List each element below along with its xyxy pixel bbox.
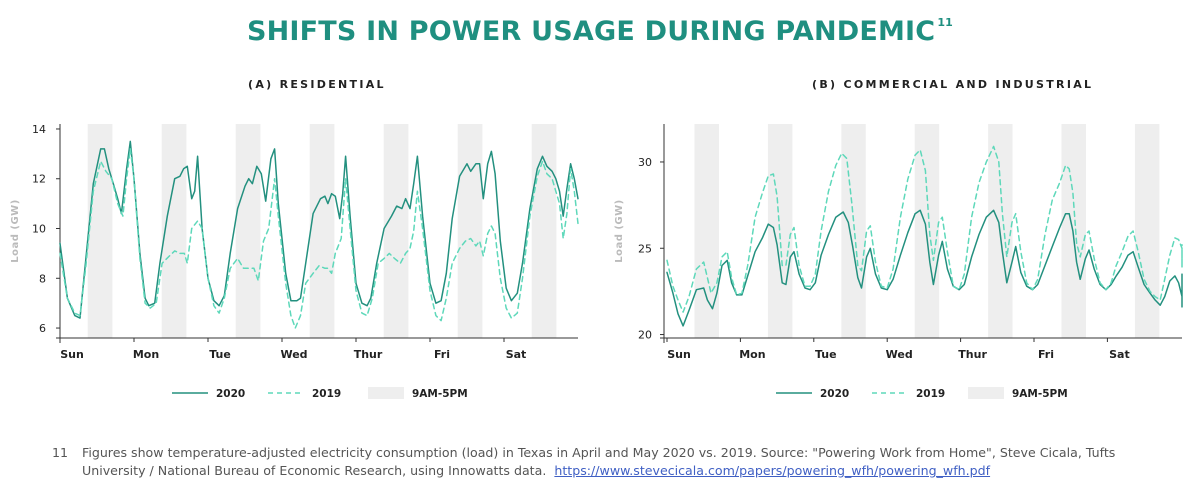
y-tick-label: 10 [32, 223, 46, 236]
legend-swatch-shade [968, 387, 1004, 399]
series-line-2019 [666, 145, 1183, 313]
x-tick-label-sat: Sat [506, 348, 527, 361]
x-tick-label-tue: Tue [209, 348, 231, 361]
panel-title-commercial: (B) COMMERCIAL AND INDUSTRIAL [812, 78, 1094, 91]
y-tick-label: 20 [638, 329, 652, 342]
shade-band-0 [694, 124, 719, 338]
y-axis-label: Load (GW) [614, 199, 625, 263]
shade-band-6 [1134, 124, 1160, 338]
x-tick-label-thur: Thur [958, 348, 987, 361]
title-footnote-marker: 11 [937, 16, 954, 29]
y-tick-label: 12 [32, 173, 46, 186]
x-tick-label-fri: Fri [1038, 348, 1054, 361]
y-tick-label: 14 [32, 123, 46, 136]
legend-swatch-shade [368, 387, 404, 399]
shade-band-3 [309, 124, 335, 338]
page-title: SHIFTS IN POWER USAGE DURING PANDEMIC 11 [0, 16, 1200, 47]
legend-label-dashed: 2019 [312, 388, 341, 400]
shade-band-1 [767, 124, 793, 338]
footnote-number: 11 [52, 445, 69, 460]
page-title-text: SHIFTS IN POWER USAGE DURING PANDEMIC [246, 16, 936, 47]
x-tick-label-wed: Wed [886, 348, 913, 361]
legend-label-solid: 2020 [216, 388, 245, 400]
footnote-body: Figures show temperature-adjusted electr… [82, 444, 1172, 480]
shade-band-0 [87, 124, 113, 338]
series-line-2020 [59, 140, 579, 319]
shade-band-2 [841, 124, 866, 338]
shade-band-5 [1061, 124, 1086, 338]
series-line-2019 [59, 148, 579, 329]
panel-title-residential: (A) RESIDENTIAL [248, 78, 386, 91]
legend-label-solid: 2020 [820, 388, 849, 400]
shade-band-2 [235, 124, 261, 338]
shade-band-1 [161, 124, 187, 338]
x-tick-label-tue: Tue [815, 348, 837, 361]
x-tick-label-fri: Fri [434, 348, 450, 361]
x-tick-label-thur: Thur [354, 348, 383, 361]
legend-label-shade: 9AM-5PM [1012, 388, 1068, 400]
legend-label-dashed: 2019 [916, 388, 945, 400]
x-tick-label-wed: Wed [280, 348, 307, 361]
x-tick-label-sun: Sun [60, 348, 84, 361]
footnote-link[interactable]: https://www.stevecicala.com/papers/power… [554, 463, 991, 478]
shade-band-5 [457, 124, 483, 338]
shade-band-6 [531, 124, 557, 338]
legend-label-shade: 9AM-5PM [412, 388, 468, 400]
y-tick-label: 8 [39, 272, 46, 285]
y-tick-label: 30 [638, 156, 652, 169]
y-tick-label: 6 [39, 322, 46, 335]
shade-band-4 [383, 124, 409, 338]
x-tick-label-sat: Sat [1109, 348, 1130, 361]
x-tick-label-sun: Sun [667, 348, 691, 361]
series-line-2020 [666, 209, 1183, 327]
x-tick-label-mon: Mon [133, 348, 159, 361]
y-axis-label: Load (GW) [10, 199, 21, 263]
y-tick-label: 25 [638, 242, 652, 255]
x-tick-label-mon: Mon [739, 348, 765, 361]
footnote-text: Figures show temperature-adjusted electr… [82, 445, 1116, 478]
charts-canvas: 14 12 10 8 6 Load (GW) Sun Mon Tue Wed Thur Fri Sat 2… [10, 123, 1183, 400]
